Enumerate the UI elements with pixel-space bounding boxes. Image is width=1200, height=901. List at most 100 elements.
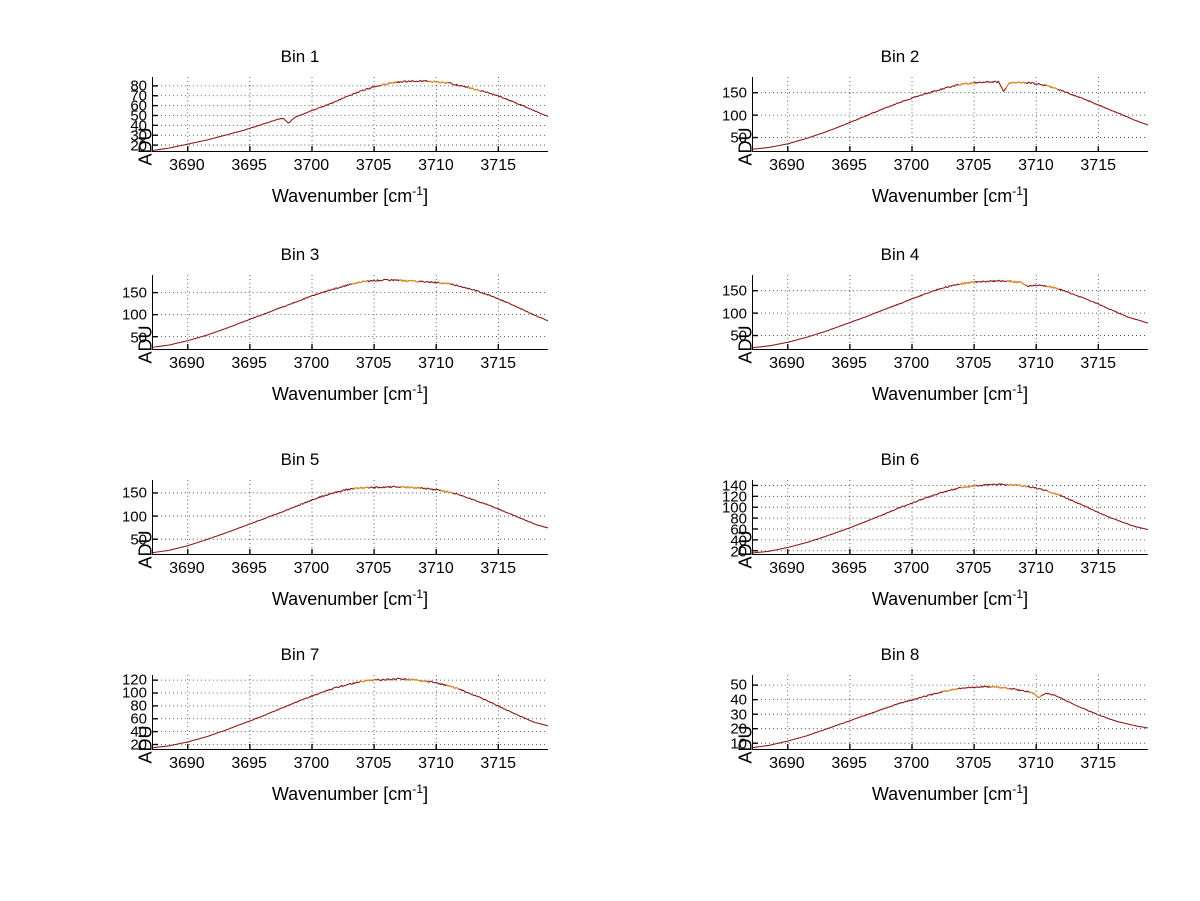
y-tick-label: 100: [121, 684, 147, 702]
x-axis-label: Wavenumber [cm-1]: [272, 783, 428, 803]
x-tick-label: 3705: [955, 560, 992, 577]
x-axis-label-main: Wavenumber [cm: [271, 186, 413, 206]
spectrum-line: [153, 677, 548, 749]
x-axis-label-main: Wavenumber [cm: [271, 589, 413, 609]
x-axis-label-bracket: ]: [1023, 384, 1029, 404]
x-axis-label: Wavenumber [cm-1]: [872, 588, 1028, 608]
x-tick-label: 3715: [1080, 755, 1116, 772]
panel-title: Bin 8: [880, 645, 920, 664]
spectrum-line-accent: [960, 484, 977, 489]
y-axis-label: ADU: [135, 325, 156, 364]
x-axis-label-main: Wavenumber [cm: [871, 589, 1013, 609]
spectrum-line-accent: [959, 280, 976, 286]
x-tick-label: 3695: [831, 355, 867, 372]
y-tick-label: 100: [721, 499, 747, 517]
y-tick-label: 50: [130, 329, 147, 346]
y-tick-label: 140: [721, 477, 747, 494]
y-tick-label: 20: [130, 137, 147, 155]
spectrum-line-accent: [398, 279, 420, 283]
spectrum-line-accent: [1029, 691, 1042, 699]
axes-box: [152, 675, 548, 750]
spectrum-line: [753, 483, 1148, 554]
panel-bin-4: Bin 4 50 100 150 3690 3695 3700 3705 3710 3715 ADU…: [600, 245, 1200, 450]
x-axis-label-exponent: -1: [412, 782, 424, 796]
y-tick-label: 40: [730, 532, 747, 550]
x-axis-label-bracket: ]: [1023, 784, 1029, 804]
spectrum-line-accent: [428, 80, 449, 84]
y-axis-label: ADU: [135, 725, 156, 764]
spectrum-line-accent: [353, 486, 370, 490]
y-tick-label: 100: [121, 306, 147, 324]
axes-box: [152, 77, 548, 152]
x-axis-label-main: Wavenumber [cm: [271, 784, 413, 804]
spectrum-line-accent: [1007, 483, 1028, 488]
spectrum-line: [753, 685, 1148, 749]
x-tick-label: 3715: [480, 157, 516, 174]
plot-area: 50 100 150 3690 3695 3700 3705 3710 3715 ADU Waven…: [122, 480, 548, 608]
x-tick-label: 3695: [231, 560, 267, 577]
axes-box: [152, 480, 548, 555]
y-tick-label: 70: [130, 87, 147, 105]
y-tick-label: 150: [121, 484, 147, 502]
plot-area: 10 20 30 40 50 3690 3695 3700 3705 3710 3715 ADU Wav…: [730, 675, 1148, 803]
panel-title: Bin 1: [280, 47, 320, 66]
spectrum-line: [753, 279, 1148, 349]
x-axis-label: Wavenumber [cm-1]: [272, 383, 428, 403]
x-tick-label: 3715: [1080, 560, 1116, 577]
spectrum-line-accent: [440, 489, 453, 494]
x-tick-label: 3705: [355, 157, 392, 174]
panel-title: Bin 5: [280, 450, 320, 469]
x-axis-label-exponent: -1: [1012, 184, 1024, 198]
x-tick-label: 3700: [293, 560, 330, 577]
x-tick-label: 3710: [1018, 157, 1054, 174]
x-tick-label: 3710: [1018, 355, 1054, 372]
x-tick-label: 3700: [893, 755, 930, 772]
panel-bin-7: Bin 7 20 40 60 80 100 120 3690 3695 3700 3705 3710 3…: [0, 645, 600, 850]
x-axis-label-bracket: ]: [423, 784, 429, 804]
x-axis-label: Wavenumber [cm-1]: [872, 185, 1028, 205]
panel-bin-3: Bin 3 50 100 150 3690 3695 3700 3705 3710 3715 ADU…: [0, 245, 600, 450]
y-tick-label: 40: [730, 691, 747, 709]
x-tick-label: 3690: [769, 755, 805, 772]
y-tick-label: 100: [721, 305, 747, 323]
x-axis-label: Wavenumber [cm-1]: [872, 783, 1028, 803]
spectrum-line-accent: [958, 81, 975, 86]
x-tick-label: 3690: [769, 560, 805, 577]
x-tick-label: 3715: [1080, 157, 1116, 174]
y-tick-label: 50: [130, 107, 147, 125]
x-tick-label: 3690: [769, 157, 805, 174]
spectrum-line-accent: [359, 679, 376, 683]
x-tick-label: 3695: [831, 755, 867, 772]
axes-box: [752, 77, 1148, 152]
x-tick-label: 3715: [480, 355, 516, 372]
plot-area: 20 30 40 50 60 70 80 3690 3695 3700 3705 3710 3715 AD…: [130, 77, 548, 205]
x-tick-label: 3695: [831, 157, 867, 174]
y-tick-label: 40: [130, 723, 147, 741]
x-tick-label: 3715: [480, 755, 516, 772]
x-axis-label-bracket: ]: [1023, 186, 1029, 206]
spectrum-line: [153, 79, 548, 151]
panel-bin-1: Bin 1 20 30 40 50 60 70 80 3690 3695 3700 3705 3710 3…: [0, 47, 600, 252]
spectrum-line-accent: [446, 684, 459, 690]
y-tick-label: 20: [730, 543, 747, 561]
x-tick-label: 3705: [955, 755, 992, 772]
x-axis-label-exponent: -1: [1012, 382, 1024, 396]
x-axis-label-main: Wavenumber [cm: [271, 384, 413, 404]
x-tick-label: 3715: [480, 560, 516, 577]
panel-title: Bin 7: [280, 645, 320, 664]
x-axis-label-bracket: ]: [423, 186, 429, 206]
y-axis-label: ADU: [135, 530, 156, 569]
x-tick-label: 3700: [293, 157, 330, 174]
x-tick-label: 3700: [293, 355, 330, 372]
spectrum-line-accent: [989, 685, 1010, 690]
x-tick-label: 3700: [293, 755, 330, 772]
y-tick-label: 60: [130, 97, 147, 115]
y-tick-label: 80: [730, 510, 747, 528]
x-axis-label: Wavenumber [cm-1]: [872, 383, 1028, 403]
y-axis-label: ADU: [735, 325, 756, 364]
x-axis-label-bracket: ]: [423, 589, 429, 609]
y-tick-label: 60: [730, 521, 747, 539]
plot-area: 50 100 150 3690 3695 3700 3705 3710 3715 ADU Waven…: [122, 275, 548, 403]
spectrum-line-accent: [467, 86, 481, 92]
